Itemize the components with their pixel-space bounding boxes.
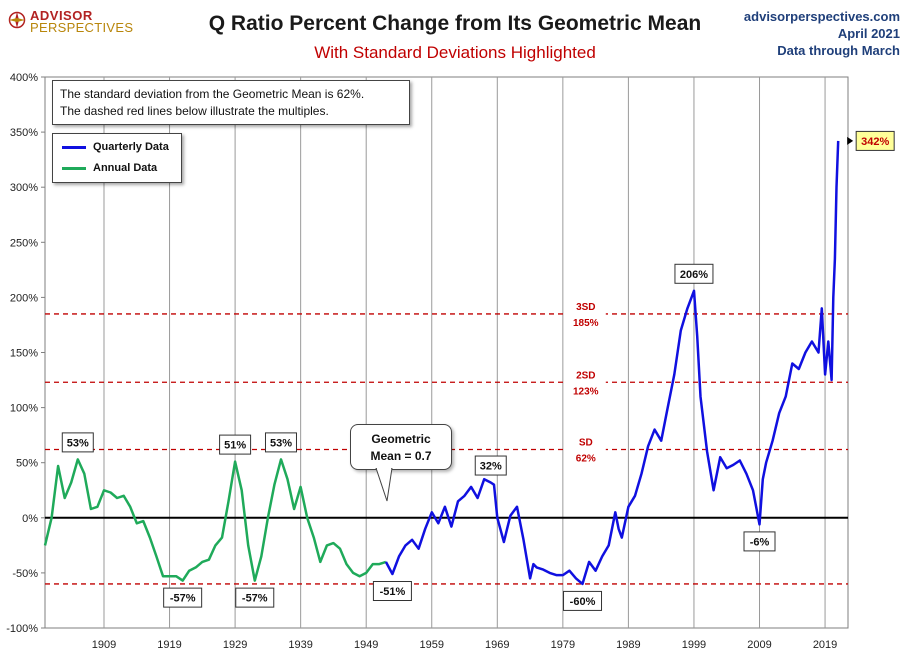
point-label: 206% [674,263,714,284]
logo-line2: PERSPECTIVES [30,20,134,35]
point-label-text: -57% [170,593,196,605]
y-tick-label: -50% [12,568,38,580]
chart-subtitle: With Standard Deviations Highlighted [314,43,596,62]
point-label-text: 32% [480,461,502,473]
legend-swatch-quarterly [62,146,86,149]
x-tick-label: 1929 [223,639,247,651]
point-label-box [264,432,297,453]
y-tick-label: 0% [22,513,38,525]
point-label-text: 53% [270,437,292,449]
point-label-text: 342% [861,136,889,148]
legend-item-annual: Annual Data [62,161,177,175]
point-label-text: 53% [67,437,89,449]
x-tick-label: 1979 [551,639,575,651]
point-label-box [674,263,714,284]
sd-label-bg [565,300,606,329]
point-label-box [372,581,412,602]
legend-label-quarterly: Quarterly Data [93,141,169,153]
point-label-box [61,432,94,453]
point-label-box [743,531,776,552]
point-label: 32% [474,455,507,476]
point-label: -6% [743,531,776,552]
point-label-box [855,130,895,151]
x-tick-label: 1959 [420,639,444,651]
x-tick-label: 1919 [157,639,181,651]
advisor-perspectives-logo: ADVISOR PERSPECTIVES [8,8,138,35]
callout-line2: Mean = 0.7 [370,449,432,463]
legend-item-quarterly: Quarterly Data [62,140,177,154]
legend-label-annual: Annual Data [93,162,158,174]
point-label-text: 206% [680,269,708,281]
logo-line1: ADVISOR [30,8,93,23]
sd-note-box: The standard deviation from the Geometri… [52,80,410,125]
point-label: -60% [563,590,603,611]
point-label-text: -57% [242,593,268,605]
sd-note-line1: The standard deviation from the Geometri… [60,87,365,101]
y-tick-label: 50% [16,458,38,470]
point-label: -51% [372,581,412,602]
y-tick-label: 300% [10,182,38,194]
y-tick-label: 250% [10,237,38,249]
point-label-box [235,587,275,608]
callout-line1: Geometric [371,432,431,446]
point-label: -57% [163,587,203,608]
x-tick-label: 2009 [747,639,771,651]
sd-note-line2: The dashed red lines below illustrate th… [60,104,329,118]
point-label-box [163,587,203,608]
sd-label-name: SD [579,437,593,448]
y-tick-label: 350% [10,127,38,139]
chart-title: Q Ratio Percent Change from Its Geometri… [208,12,702,35]
x-tick-label: 1989 [616,639,640,651]
series-line-annual [43,458,387,582]
point-label-text: -6% [750,536,770,548]
source-data-through: Data through March [777,43,900,58]
y-tick-label: 200% [10,292,38,304]
x-tick-label: 1939 [288,639,312,651]
x-tick-label: 1949 [354,639,378,651]
y-tick-label: -100% [6,623,38,635]
legend-swatch-annual [62,167,86,170]
point-label-text: -51% [380,586,406,598]
series-line-quarterly [384,140,840,586]
x-tick-label: 1999 [682,639,706,651]
point-label: 51% [219,434,252,455]
sd-label-value: 62% [576,453,596,464]
y-tick-label: 100% [10,403,38,415]
point-label: 342% [847,130,895,151]
source-info: advisorperspectives.com April 2021 Data … [744,8,900,59]
point-label-box [474,455,507,476]
point-label: -57% [235,587,275,608]
y-tick-label: 400% [10,72,38,84]
point-label-arrow [847,136,854,145]
sd-label-name: 2SD [576,370,595,381]
legend: Quarterly Data Annual Data [52,133,182,183]
source-date: April 2021 [837,26,900,41]
point-label-text: -60% [570,596,596,608]
sd-label-bg [565,436,606,465]
sd-label-bg [565,369,606,398]
point-label: 53% [61,432,94,453]
sd-label-name: 3SD [576,302,595,313]
point-label-box [563,590,603,611]
geometric-mean-callout: Geometric Mean = 0.7 [350,424,452,470]
source-site[interactable]: advisorperspectives.com [743,9,900,24]
x-tick-label: 1909 [92,639,116,651]
compass-icon [8,11,26,29]
x-tick-label: 1969 [485,639,509,651]
x-tick-label: 2019 [813,639,837,651]
point-label-text: 51% [224,440,246,452]
sd-label-value: 185% [573,318,599,329]
callout-pointer [375,468,393,502]
y-tick-label: 150% [10,348,38,360]
sd-label-value: 123% [573,386,599,397]
point-label-box [219,434,252,455]
point-label: 53% [264,432,297,453]
